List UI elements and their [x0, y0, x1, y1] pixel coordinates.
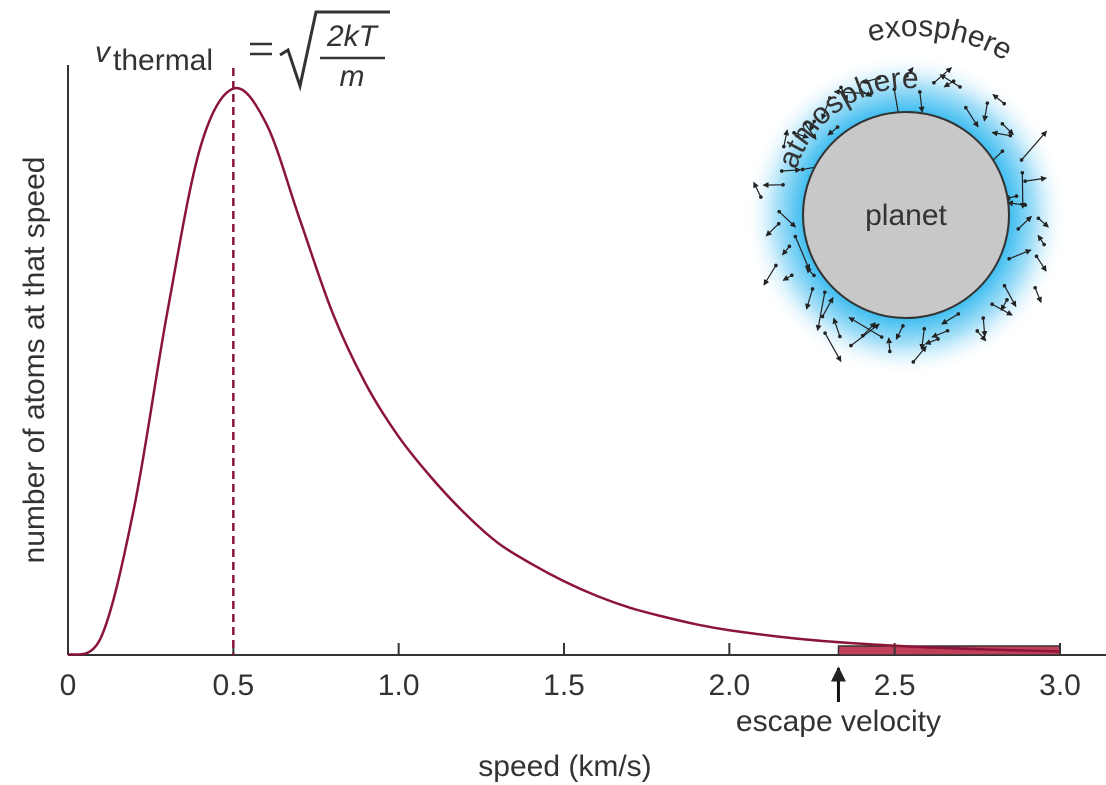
molecule-velocity [1006, 200, 1026, 207]
formula: v thermal 2kT m [95, 10, 390, 93]
molecule-velocity [850, 323, 880, 347]
molecule-velocity [1034, 287, 1042, 304]
molecule-velocity [821, 296, 834, 317]
molecule-velocity [815, 292, 826, 332]
planet-diagram: planet atmosphere exosphere [744, 10, 1068, 377]
molecule-velocity [753, 181, 762, 198]
x-tick-label: 3.0 [1039, 669, 1081, 702]
molecule-velocity [840, 87, 848, 102]
molecule-velocity [991, 303, 1013, 316]
molecule-velocity [906, 67, 914, 77]
molecule-velocity [941, 313, 959, 325]
x-tick-label: 0.5 [212, 669, 254, 702]
molecule-velocity [1008, 249, 1032, 260]
molecule-velocity [939, 74, 961, 88]
molecule-velocity [965, 107, 979, 128]
x-tick-label: 2.0 [708, 669, 750, 702]
molecule-velocity [924, 338, 939, 345]
molecule-velocity [781, 167, 802, 174]
molecule-velocity [1025, 175, 1047, 182]
molecule-velocity [805, 288, 814, 310]
formula-denominator: m [340, 60, 365, 93]
escape-label: escape velocity [736, 705, 941, 738]
molecule-velocity [1000, 299, 1008, 312]
molecule-velocity [1036, 255, 1047, 272]
molecule-velocity [783, 129, 790, 147]
molecule-velocity [931, 330, 948, 338]
x-tick-label: 2.5 [874, 669, 916, 702]
molecule-velocity [1003, 285, 1017, 308]
molecule-velocity [832, 317, 841, 337]
molecule-velocity [976, 330, 987, 342]
x-tick-label: 1.0 [378, 669, 420, 702]
molecule-velocity [1001, 123, 1014, 136]
molecule-velocity [794, 236, 811, 271]
y-axis-title: number of atoms at that speed [18, 157, 51, 564]
molecule-velocity [886, 337, 893, 352]
molecule-velocity [1037, 217, 1049, 228]
x-tick-label: 0 [60, 669, 77, 702]
molecule-velocity [1021, 130, 1048, 161]
sqrt-sign [279, 10, 390, 92]
molecule-velocity [918, 91, 925, 113]
molecule-velocity [861, 77, 880, 85]
speed-distribution [67, 86, 1061, 657]
molecule-velocity [804, 123, 817, 140]
molecule-velocity [793, 132, 809, 139]
x-axis-title: speed (km/s) [478, 750, 651, 783]
molecule-velocity [824, 332, 842, 363]
molecule-velocity [778, 211, 797, 228]
x-tick-label: 1.5 [543, 669, 585, 702]
molecule [877, 76, 881, 80]
planet-label: planet [865, 199, 947, 232]
molecule-velocity [848, 316, 882, 338]
molecule-velocity [781, 245, 790, 256]
molecule-velocity [991, 130, 1011, 137]
molecule-velocity [809, 121, 816, 132]
molecule-velocity [895, 325, 904, 340]
molecule-velocity [782, 274, 793, 281]
molecule-velocity [912, 345, 927, 363]
molecule-velocity [982, 103, 989, 122]
molecule [985, 101, 990, 105]
planet [802, 111, 1010, 319]
formula-subscript: thermal [113, 44, 213, 77]
molecule-velocity [981, 318, 988, 338]
molecule-velocity [763, 265, 777, 286]
formula-symbol: v [95, 36, 112, 69]
molecule-arrows [753, 67, 1049, 364]
molecule-velocity [827, 126, 838, 136]
molecule-velocity [1017, 215, 1032, 230]
molecule-velocity [821, 97, 831, 120]
molecule-velocity [1037, 234, 1045, 245]
molecule-velocity [833, 88, 871, 95]
molecule-velocity [765, 223, 780, 237]
formula-numerator: 2kT [326, 20, 380, 53]
molecule-velocity [992, 93, 1005, 105]
